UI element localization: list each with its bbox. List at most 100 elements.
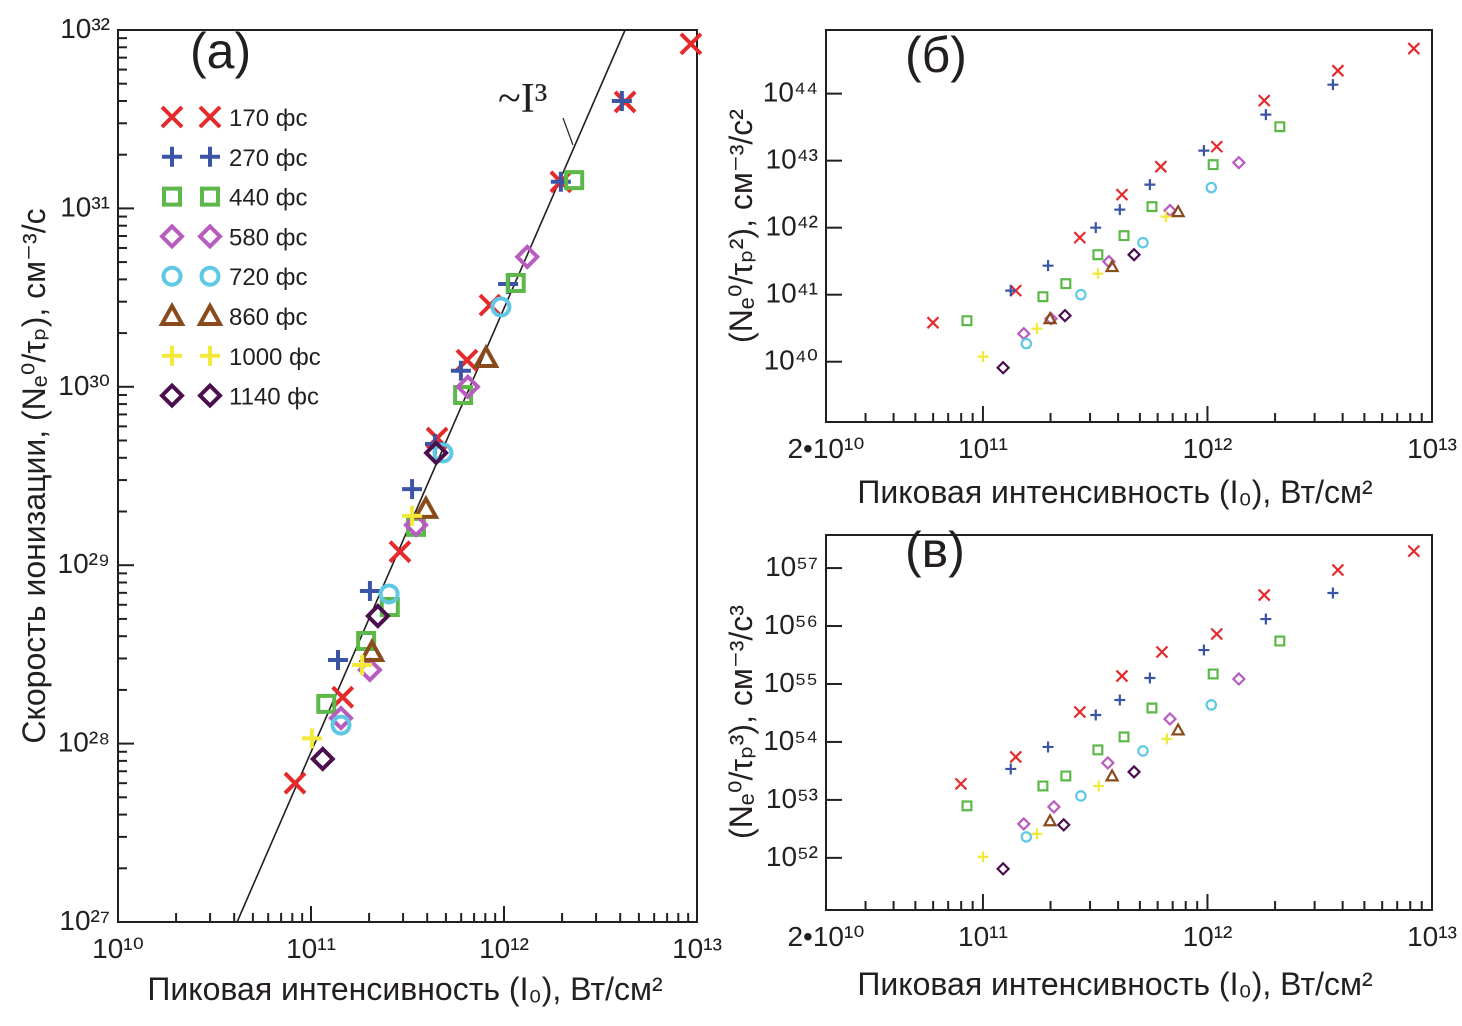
marker	[961, 315, 973, 327]
marker	[1042, 260, 1054, 272]
marker	[926, 316, 940, 329]
marker	[1331, 563, 1345, 577]
marker	[402, 479, 423, 500]
legend-marker	[200, 186, 220, 207]
marker	[1104, 768, 1120, 782]
marker	[1407, 544, 1421, 558]
marker	[455, 373, 481, 400]
marker	[1257, 94, 1271, 107]
marker	[1073, 231, 1087, 244]
marker	[490, 296, 512, 318]
x-tick-label: 10¹³	[672, 933, 722, 964]
marker	[1031, 323, 1043, 335]
x-tick-label: 10¹⁰	[92, 933, 144, 964]
marker	[1009, 750, 1023, 764]
marker	[1046, 799, 1061, 814]
marker	[1114, 204, 1126, 216]
marker	[1060, 770, 1072, 782]
fit-annotation: ~I³	[498, 76, 547, 122]
marker	[1037, 291, 1049, 303]
marker	[1104, 258, 1120, 273]
marker	[961, 800, 973, 812]
marker	[1170, 203, 1186, 218]
legend-label: 1140 фс	[229, 384, 319, 411]
y-tick-label: 10³²	[60, 13, 110, 44]
marker	[1137, 236, 1149, 249]
x-tick-label: 10¹³	[1407, 921, 1457, 952]
marker	[1205, 699, 1218, 711]
marker	[1118, 731, 1130, 743]
legend-marker	[199, 265, 221, 287]
marker	[1407, 42, 1421, 55]
marker	[1198, 644, 1210, 656]
marker	[1073, 705, 1087, 719]
y-axis-title: (Nₑ⁰/τₚ³), см⁻³/с³	[723, 605, 759, 839]
plot-frame	[825, 29, 1433, 423]
x-tick-label: 2•10¹⁰	[787, 921, 864, 952]
marker	[1260, 109, 1272, 121]
legend-marker	[159, 382, 185, 409]
marker	[1154, 160, 1168, 173]
y-tick-label: 10⁵⁷	[765, 551, 818, 582]
y-tick-label: 10³⁰	[58, 370, 110, 401]
legend-marker	[197, 223, 223, 250]
marker	[330, 714, 352, 736]
marker	[1075, 288, 1087, 301]
legend-label: 440 фс	[229, 185, 307, 212]
x-tick-label: 10¹²	[1183, 433, 1233, 464]
y-tick-label: 10⁴⁴	[763, 77, 818, 108]
y-tick-label: 10⁵⁴	[763, 725, 818, 756]
x-tick-label: 10¹¹	[286, 933, 336, 964]
marker	[309, 746, 336, 772]
x-tick-label: 10¹¹	[958, 921, 1008, 952]
marker	[1057, 308, 1073, 323]
marker	[996, 360, 1011, 375]
y-axis-title: (Nₑ⁰/τₚ²), см⁻³/с²	[723, 109, 759, 343]
legend-marker	[200, 345, 220, 366]
x-axis-title: Пиковая интенсивность (I₀), Вт/см²	[857, 966, 1373, 1002]
y-axis-title: Скорость ионизации, (Nₑ⁰/τₚ), см⁻³/с	[16, 208, 52, 743]
marker	[403, 512, 429, 538]
marker	[283, 771, 307, 795]
marker	[1060, 278, 1072, 290]
marker	[564, 170, 585, 191]
marker	[352, 654, 373, 675]
x-tick-label: 10¹²	[479, 933, 529, 964]
y-tick-label: 10⁵⁶	[764, 609, 818, 640]
legend-marker	[161, 265, 183, 287]
marker	[1115, 188, 1129, 201]
y-tick-label: 10⁵³	[766, 783, 818, 814]
y-tick-label: 10⁵²	[766, 841, 818, 872]
marker	[1210, 627, 1224, 641]
marker	[423, 440, 449, 466]
legend-marker	[162, 345, 182, 366]
marker	[1114, 694, 1126, 706]
marker	[1170, 722, 1186, 736]
marker	[1090, 709, 1102, 721]
x-tick-label: 10¹³	[1407, 433, 1457, 464]
marker	[1037, 780, 1049, 792]
legend-label: 270 фс	[229, 145, 307, 172]
marker	[1005, 763, 1017, 775]
legend-label: 580 фс	[229, 224, 307, 251]
marker	[450, 360, 471, 381]
marker	[1126, 764, 1142, 779]
marker	[453, 384, 474, 405]
marker	[1207, 159, 1219, 171]
marker	[359, 580, 380, 601]
y-tick-label: 10²⁸	[58, 727, 110, 758]
marker	[1274, 635, 1286, 647]
plot-frame	[117, 29, 698, 923]
marker	[412, 494, 440, 519]
marker	[472, 343, 500, 369]
marker	[1144, 672, 1156, 684]
marker	[432, 442, 454, 464]
marker	[1327, 587, 1339, 599]
y-tick-label: 10⁵⁵	[764, 667, 818, 698]
marker	[378, 583, 400, 605]
marker	[1016, 816, 1031, 831]
marker	[954, 777, 968, 791]
marker	[1056, 817, 1071, 832]
marker	[1118, 230, 1130, 242]
